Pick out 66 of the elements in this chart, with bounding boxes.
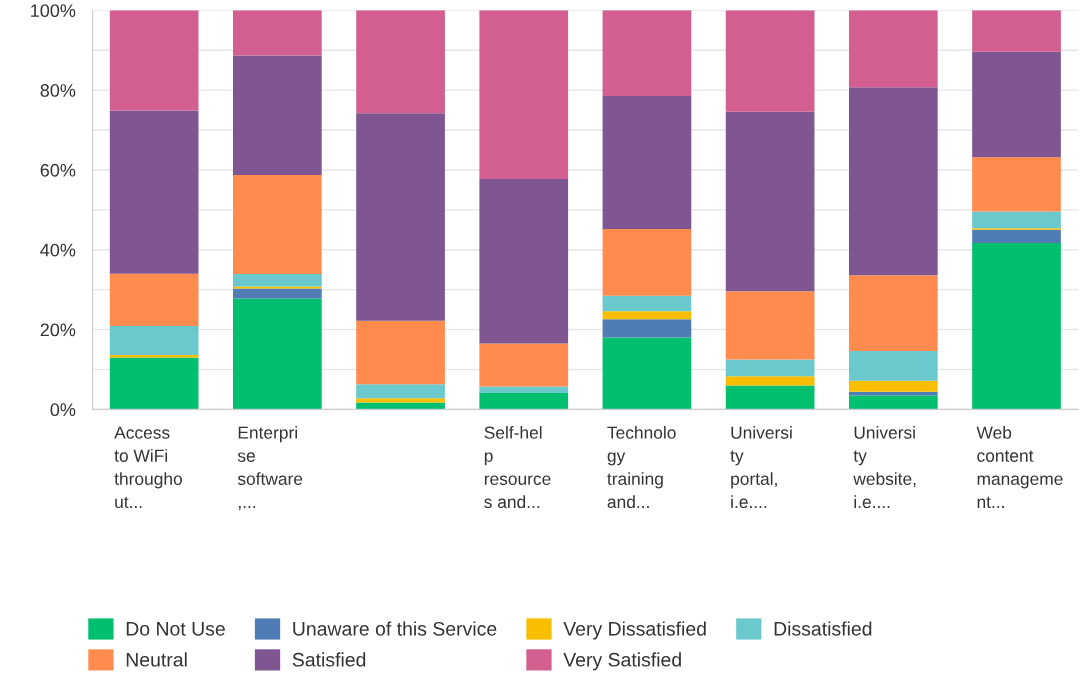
bar — [233, 274, 322, 287]
bar — [233, 298, 322, 410]
bar — [972, 242, 1061, 410]
legend-label: Dissatisfied — [774, 621, 872, 636]
bar — [972, 10, 1061, 52]
bar — [356, 384, 445, 399]
bar — [479, 343, 569, 387]
bar — [725, 359, 815, 377]
bar — [602, 228, 692, 296]
y-tick-label: 80% — [40, 84, 76, 97]
legend-label: Unaware of this Service — [293, 621, 497, 636]
y-tick-label: 100% — [31, 4, 76, 18]
bar — [109, 273, 199, 326]
bar — [602, 319, 692, 338]
bar — [602, 10, 692, 97]
bar — [356, 320, 445, 385]
x-tick-label: Web content manageme nt... — [976, 426, 1063, 509]
bar — [109, 110, 199, 274]
bar — [848, 351, 938, 381]
bar — [109, 325, 199, 356]
bar — [725, 376, 815, 386]
x-tick-label: Self-hel p resource s and... — [484, 426, 551, 509]
category-label: Enterpri se software ,... — [237, 426, 303, 511]
bar — [972, 229, 1061, 243]
bar — [602, 96, 692, 229]
bar — [972, 211, 1061, 229]
bar — [848, 87, 938, 276]
bar — [479, 10, 569, 180]
legend-label: Very Dissatisfied — [563, 621, 706, 640]
bar — [233, 288, 322, 299]
bar — [479, 179, 569, 344]
bar — [356, 398, 445, 403]
bar — [109, 357, 199, 410]
y-tick-label: 60% — [40, 163, 76, 177]
x-tick-label: Technolo gy training and... — [607, 426, 676, 509]
bar — [848, 10, 938, 88]
bar — [848, 380, 938, 392]
bar — [725, 10, 815, 112]
legend-label: Satisfied — [292, 652, 366, 667]
bar — [848, 275, 938, 352]
bar — [479, 386, 569, 393]
x-tick-label: Access to WiFi througho ut... — [114, 426, 182, 509]
bar — [233, 55, 322, 176]
bar — [725, 385, 815, 410]
bar — [479, 393, 569, 410]
bar — [233, 10, 322, 56]
y-tick-label: 20% — [40, 323, 76, 337]
bar — [233, 175, 322, 275]
bar — [972, 51, 1061, 158]
legend-label: Do Not Use — [126, 622, 225, 636]
bar — [602, 311, 692, 320]
bar — [972, 157, 1061, 212]
x-tick-label: Universi ty website, i.e.... — [853, 426, 916, 509]
bar — [602, 337, 692, 410]
y-tick-label: 0% — [50, 403, 76, 417]
bar — [602, 295, 692, 312]
bar — [356, 113, 445, 321]
bar — [109, 10, 199, 111]
bar — [725, 291, 815, 360]
x-tick-label: Universi ty portal, i.e.... — [730, 426, 792, 509]
legend-label: Very Satisfied — [563, 652, 681, 671]
bar — [725, 111, 815, 292]
legend-label: Neutral — [126, 652, 187, 667]
bar — [356, 10, 445, 114]
bar — [848, 395, 938, 410]
y-tick-label: 40% — [40, 243, 76, 257]
